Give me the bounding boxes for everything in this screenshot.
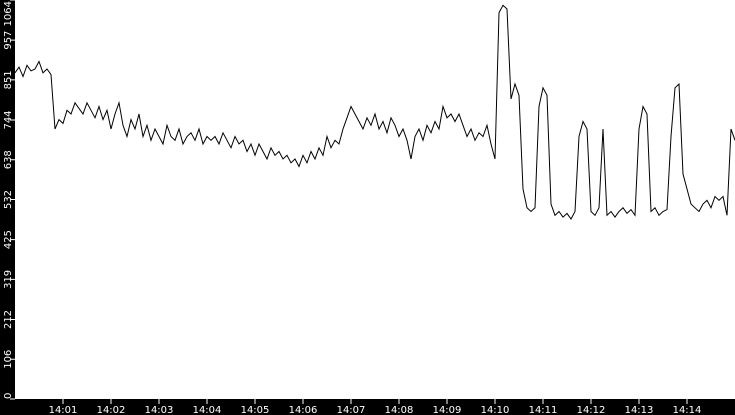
y-tick-label: 319	[3, 270, 14, 289]
x-tick-label: 14:01	[49, 405, 78, 415]
y-tick-label: 0	[3, 393, 14, 399]
x-tick-label: 14:07	[337, 405, 366, 415]
y-tick-label: 744	[3, 110, 14, 129]
x-tick-label: 14:13	[625, 405, 654, 415]
y-tick-label: 106	[3, 350, 14, 369]
x-tick-label: 14:06	[289, 405, 318, 415]
x-axis: 14:01 14:02 14:03 14:04 14:05 14:06 14:07 14:08…	[49, 399, 702, 415]
x-tick-label: 14:05	[241, 405, 270, 415]
y-tick-label: 638	[3, 150, 14, 169]
x-tick-label: 14:09	[433, 405, 462, 415]
x-tick-label: 14:04	[193, 405, 222, 415]
series-line	[14, 4, 735, 220]
x-tick-label: 14:12	[577, 405, 606, 415]
y-tick-label: 957	[3, 31, 14, 50]
y-tick-label: 1064	[3, 1, 14, 26]
x-tick-label: 14:03	[145, 405, 174, 415]
plot-area	[15, 0, 735, 399]
y-tick-label: 851	[3, 70, 14, 89]
x-tick-label: 14:08	[385, 405, 414, 415]
y-tick-label: 532	[3, 190, 14, 209]
y-axis: 0 106 212 319 425 532 638 744 851 957 1064	[3, 0, 15, 400]
x-tick-label: 14:10	[481, 405, 510, 415]
y-tick-label: 212	[3, 310, 14, 329]
x-tick-label: 14:14	[673, 405, 702, 415]
y-tick-label: 425	[3, 230, 14, 249]
x-tick-label: 14:11	[529, 405, 558, 415]
x-tick-label: 14:02	[97, 405, 126, 415]
